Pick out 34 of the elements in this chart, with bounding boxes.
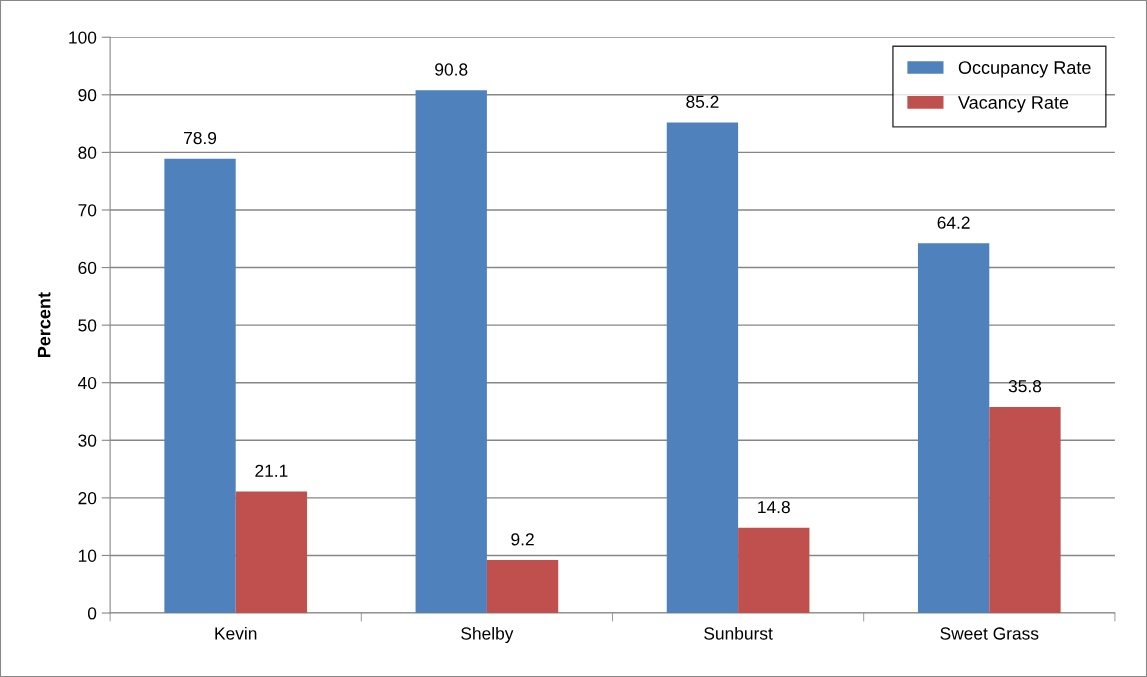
y-tick-label: 30 [78,434,97,447]
y-tick-label: 10 [78,549,97,562]
y-tick-label: 60 [78,261,97,275]
bar [164,158,236,614]
y-axis-title: Percent [37,292,51,358]
bar [486,560,559,614]
data-label: 9.2 [511,533,534,546]
y-tick-label: 50 [78,319,97,332]
y-tick-label: 90 [78,88,97,102]
y-tick-label: 20 [78,492,97,505]
data-label: 14.8 [758,500,790,514]
x-tick-label: Shelby [461,626,514,644]
y-tick-label: 100 [69,31,97,44]
data-label: 21.1 [255,464,288,477]
data-label: 35.8 [1008,380,1042,393]
bar [235,491,308,614]
legend-label: Occupancy Rate [958,61,1091,78]
bar [415,90,487,614]
bar [738,527,810,614]
bar [989,406,1061,614]
y-tick-label: 80 [78,146,97,159]
data-label: 90.8 [435,63,468,76]
y-tick-label: 70 [78,204,97,217]
legend-label: Vacancy Rate [958,96,1069,113]
bar [917,243,990,614]
x-tick-label: Sunburst [704,626,773,640]
y-tick-label: 40 [78,376,97,390]
x-tick-label: Sweet Grass [940,627,1039,640]
data-label: 85.2 [686,95,719,108]
x-tick-label: Kevin [215,626,257,640]
y-tick-label: 0 [87,607,97,620]
data-label: 78.9 [184,131,217,145]
data-label: 64.2 [937,216,970,229]
bar [666,122,739,614]
